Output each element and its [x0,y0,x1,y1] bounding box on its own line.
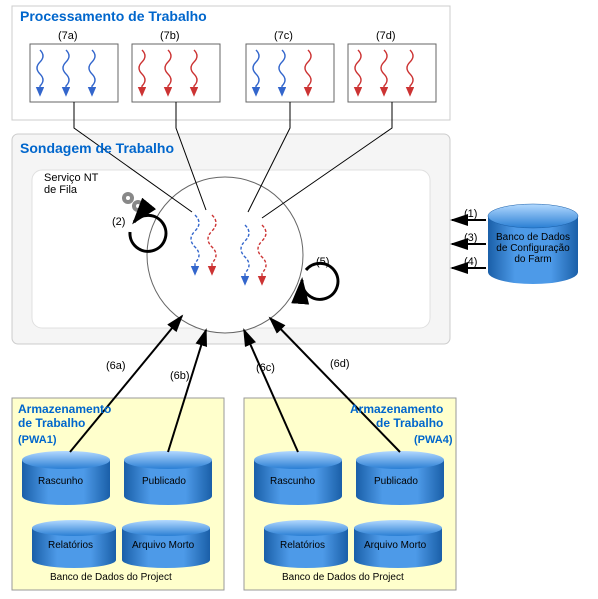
farm-arrow-1-label: (1) [464,208,477,220]
db-rascunho-2: Rascunho [270,476,315,487]
farm-arrow-3-label: (3) [464,232,477,244]
loop-2-label: (2) [112,216,125,228]
arrow-6d-label: (6d) [330,358,350,370]
storage-1-caption: Banco de Dados do Project [50,572,172,583]
arrow-6b-label: (6b) [170,370,190,382]
polling-title: Sondagem de Trabalho [20,140,174,156]
db-arquivo-2: Arquivo Morto [364,540,426,551]
queue-circle [147,177,303,333]
thread-7a-label: (7a) [58,30,78,42]
farm-arrow-4-label: (4) [464,256,477,268]
service-label: Serviço NT de Fila [44,172,98,196]
diagram-canvas [0,0,598,599]
arrow-6c-label: (6c) [256,362,275,374]
storage-2-title: Armazenamento de Trabalho [350,402,443,430]
loop-5-label: (5) [316,256,329,268]
thread-7c-label: (7c) [274,30,293,42]
db-publicado-2: Publicado [374,476,418,487]
storage-2-caption: Banco de Dados do Project [282,572,404,583]
db-arquivo-1: Arquivo Morto [132,540,194,551]
db-relatorios-2: Relatórios [280,540,325,551]
thread-7b-label: (7b) [160,30,180,42]
storage-1-sub: (PWA1) [18,434,57,446]
db-rascunho-1: Rascunho [38,476,83,487]
farm-db-label: Banco de Dados de Configuração do Farm [490,232,576,265]
storage-2-sub: (PWA4) [414,434,453,446]
db-relatorios-1: Relatórios [48,540,93,551]
thread-7d-label: (7d) [376,30,396,42]
db-publicado-1: Publicado [142,476,186,487]
processing-title: Processamento de Trabalho [20,8,207,24]
storage-1-title: Armazenamento de Trabalho [18,402,111,430]
arrow-6a-label: (6a) [106,360,126,372]
